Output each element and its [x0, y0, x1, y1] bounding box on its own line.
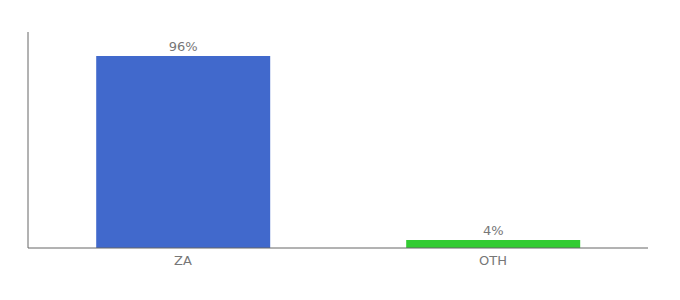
- svg-text:ZA: ZA: [174, 253, 192, 268]
- svg-text:OTH: OTH: [479, 253, 507, 268]
- svg-text:4%: 4%: [483, 223, 504, 238]
- svg-text:96%: 96%: [169, 39, 198, 54]
